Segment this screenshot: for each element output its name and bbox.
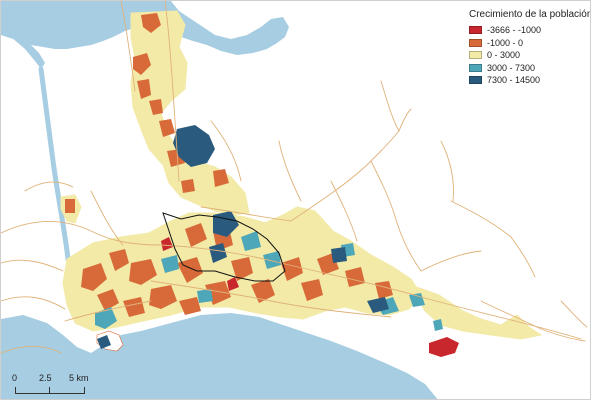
legend-title: Crecimiento de la población <box>469 9 591 20</box>
legend-label: -3666 - -1000 <box>487 25 542 36</box>
scale-label-mid: 2.5 <box>39 373 52 383</box>
sea-inlet-branch <box>11 37 45 69</box>
legend-swatch <box>469 51 482 60</box>
map-legend: Crecimiento de la población -3666 - -100… <box>469 9 591 87</box>
legend-item-growth: 3000 - 7300 <box>469 62 587 75</box>
legend-item-high-growth: 7300 - 14500 <box>469 74 587 87</box>
legend-swatch <box>469 38 482 47</box>
legend-label: 0 - 3000 <box>487 50 521 61</box>
legend-label: -1000 - 0 <box>487 37 524 48</box>
scale-tick-mid <box>49 387 50 393</box>
study-area-outline <box>162 212 286 282</box>
high-growth-areas <box>97 125 389 349</box>
legend-swatch <box>469 26 482 35</box>
sea-inlet-north <box>1 1 289 55</box>
legend-item-low-growth: 0 - 3000 <box>469 49 587 62</box>
decline-areas <box>65 13 393 317</box>
scale-label-end: 5 km <box>69 373 89 383</box>
scale-line <box>15 387 85 394</box>
legend-item-strong-decline: -3666 - -1000 <box>469 24 587 37</box>
scale-bar: 0 2.5 5 km <box>11 373 101 397</box>
legend-label: 3000 - 7300 <box>487 62 536 73</box>
road-network <box>1 1 588 354</box>
sea-bay <box>1 313 438 399</box>
strong-decline-areas <box>161 237 459 357</box>
scale-label-zero: 0 <box>12 373 18 383</box>
legend-item-decline: -1000 - 0 <box>469 37 587 50</box>
legend-swatch <box>469 63 482 72</box>
legend-label: 7300 - 14500 <box>487 75 541 86</box>
legend-swatch <box>469 76 482 85</box>
